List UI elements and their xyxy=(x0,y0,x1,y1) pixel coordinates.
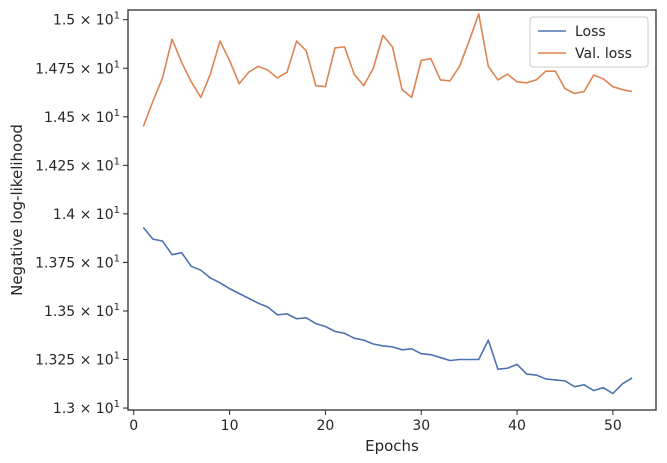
y-tick-label: 1.35 × 101 xyxy=(44,302,120,320)
y-tick-label: 1.45 × 101 xyxy=(44,108,120,126)
plot-area xyxy=(127,9,657,411)
y-tick-label: 1.375 × 101 xyxy=(35,253,120,271)
x-tick-label: 40 xyxy=(508,418,526,434)
legend-box xyxy=(529,16,649,68)
y-tick-label: 1.3 × 101 xyxy=(53,399,120,417)
series-line-val-loss xyxy=(142,13,633,127)
legend: Loss Val. loss xyxy=(529,16,649,68)
y-tick-label: 1.4 × 101 xyxy=(53,205,120,223)
y-tick-label: 1.475 × 101 xyxy=(35,59,120,77)
y-tick-label: 1.325 × 101 xyxy=(35,351,120,369)
axes-layer: 0 10 20 30 40 50 1.3 × 101 1.325 × 101 1.35 × 10… xyxy=(35,11,622,434)
x-axis-title: Epochs xyxy=(365,437,419,455)
x-tick-label: 0 xyxy=(129,418,138,434)
x-tick-label: 20 xyxy=(316,418,334,434)
x-tick-label: 10 xyxy=(221,418,239,434)
y-axis-title: Negative log-likelihood xyxy=(8,124,26,296)
y-tick-label: 1.425 × 101 xyxy=(35,156,120,174)
x-tick-label: 30 xyxy=(412,418,430,434)
plot-frame xyxy=(127,9,657,411)
legend-label: Loss xyxy=(575,24,606,40)
y-tick-label: 1.5 × 101 xyxy=(53,11,120,29)
x-tick-label: 50 xyxy=(604,418,622,434)
legend-label: Val. loss xyxy=(575,46,632,62)
series-layer xyxy=(142,13,633,395)
series-line-loss xyxy=(142,226,633,395)
